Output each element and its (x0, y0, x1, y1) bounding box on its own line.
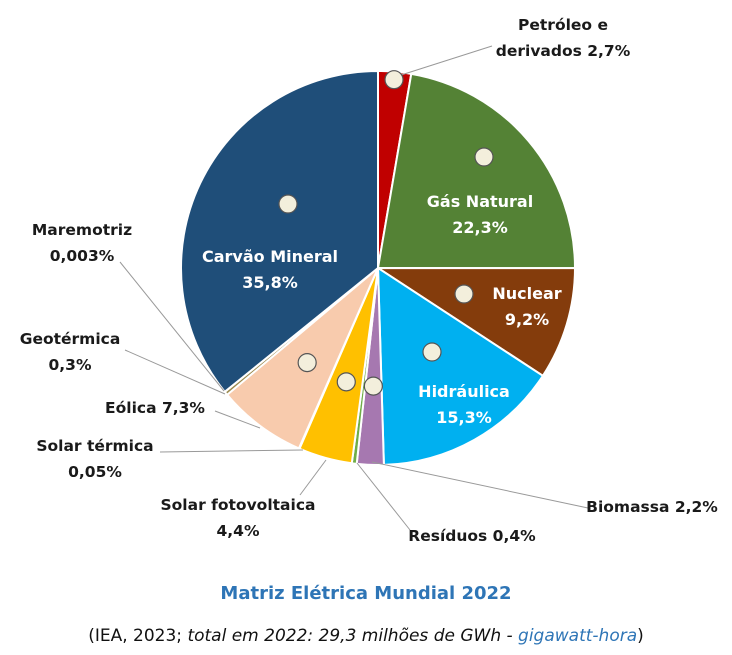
slice-icons (278, 70, 494, 396)
gas-flame-icon-shape (474, 147, 494, 167)
leaf-icon-shape (363, 376, 383, 396)
label-line: 0,05% (68, 463, 122, 481)
gigawatt-hora-link[interactable]: gigawatt-hora (518, 626, 638, 646)
chart-subtitle: (IEA, 2023; total em 2022: 29,3 milhões … (0, 626, 732, 646)
label-line: Gás Natural (427, 192, 533, 211)
label-line: Hidráulica (418, 382, 510, 401)
coal-icon-shape (278, 194, 298, 214)
label-solar-termica: Solar térmica 0,05% (36, 437, 153, 481)
subtitle-close: ) (637, 626, 644, 646)
leaf-icon (363, 376, 383, 396)
subtitle-source: (IEA, 2023; (88, 626, 188, 646)
label-solar-fotovoltaica: Solar fotovoltaica 4,4% (161, 496, 316, 540)
slice-nuclear (374, 266, 577, 378)
label-line: 4,4% (217, 522, 260, 540)
leader-line-biomassa (371, 461, 589, 509)
label-biomassa: Biomassa 2,2% (586, 498, 718, 516)
water-drop-icon-shape (422, 342, 442, 362)
label-line: 9,2% (505, 310, 549, 329)
sun-icon-shape (336, 372, 356, 392)
atom-icon-shape (454, 284, 474, 304)
leader-line-eolica (214, 410, 261, 429)
sun-icon (336, 372, 356, 392)
slice-carvao-mineral (180, 69, 379, 394)
label-line: 0,3% (49, 356, 92, 374)
label-line: Petróleo e (518, 16, 608, 34)
label-line: Carvão Mineral (202, 247, 338, 266)
gas-flame-icon (474, 147, 494, 167)
slice-gas-natural (376, 72, 577, 270)
atom-icon (454, 284, 474, 304)
leader-lines (119, 45, 589, 531)
label-maremotriz: Maremotriz 0,003% (32, 221, 132, 265)
label-line: derivados 2,7% (496, 42, 631, 60)
label-line: Solar fotovoltaica (161, 496, 316, 514)
pie-slices (180, 69, 577, 466)
water-drop-icon (422, 342, 442, 362)
label-line: Solar térmica (36, 437, 153, 455)
label-line: Resíduos 0,4% (408, 527, 536, 545)
label-petroleo-e-derivados: Petróleo e derivados 2,7% (496, 16, 631, 60)
label-carvao-mineral: Carvão Mineral 35,8% (202, 247, 338, 292)
label-line: 15,3% (436, 408, 492, 427)
label-line: Nuclear (492, 284, 561, 303)
label-residuos: Resíduos 0,4% (408, 527, 536, 545)
label-geotermica: Geotérmica 0,3% (20, 330, 121, 374)
label-line: Eólica 7,3% (105, 399, 205, 417)
subtitle-total: total em 2022: 29,3 milhões de GWh - (187, 626, 519, 646)
slice-labels: Petróleo e derivados 2,7% Gás Natural 22,3%… (20, 16, 719, 545)
label-gas-natural: Gás Natural 22,3% (427, 192, 533, 237)
leader-line-petroleo-e-derivados (397, 45, 493, 77)
wind-icon-shape (297, 353, 317, 373)
label-line: Geotérmica (20, 330, 121, 348)
label-eolica: Eólica 7,3% (105, 399, 205, 417)
oil-barrel-icon-shape (384, 70, 404, 90)
label-line: 22,3% (452, 218, 508, 237)
label-line: Biomassa 2,2% (586, 498, 718, 516)
chart-title: Matriz Elétrica Mundial 2022 (220, 583, 512, 604)
label-line: Maremotriz (32, 221, 132, 239)
label-line: 35,8% (242, 273, 298, 292)
leader-line-maremotriz (119, 261, 225, 392)
wind-icon (297, 353, 317, 373)
slice-hidraulica (376, 266, 545, 466)
leader-line-residuos (356, 462, 411, 531)
leader-line-geotermica (124, 349, 226, 395)
oil-barrel-icon (384, 70, 404, 90)
label-nuclear: Nuclear 9,2% (492, 284, 561, 329)
leader-line-solar-fotovoltaica (299, 459, 327, 496)
coal-icon (278, 194, 298, 214)
label-hidraulica: Hidráulica 15,3% (418, 382, 510, 427)
label-line: 0,003% (50, 247, 115, 265)
leader-line-solar-termica (159, 449, 304, 453)
